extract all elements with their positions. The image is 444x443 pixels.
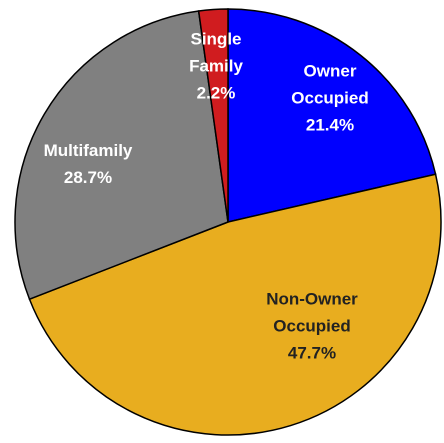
- category-name: Non-Owner Occupied: [266, 289, 358, 336]
- category-name: Owner Occupied: [291, 61, 369, 108]
- slice-label: Multifamily 28.7%: [23, 137, 153, 191]
- category-name: Multifamily: [43, 141, 133, 160]
- value-label: 21.4%: [305, 115, 355, 135]
- slice: [28, 173, 442, 436]
- slice-label: Non-Owner Occupied 47.7%: [247, 286, 377, 367]
- value-label: 28.7%: [63, 168, 113, 187]
- value-label: 2.2%: [196, 83, 236, 103]
- slice-label: Single Family 2.2%: [186, 26, 246, 107]
- slice: [197, 8, 229, 223]
- slice: [14, 10, 229, 301]
- slice: [227, 8, 437, 223]
- value-label: 47.7%: [287, 343, 337, 363]
- slice-label: Owner Occupied 21.4%: [275, 58, 385, 139]
- category-name: Single Family: [189, 29, 243, 76]
